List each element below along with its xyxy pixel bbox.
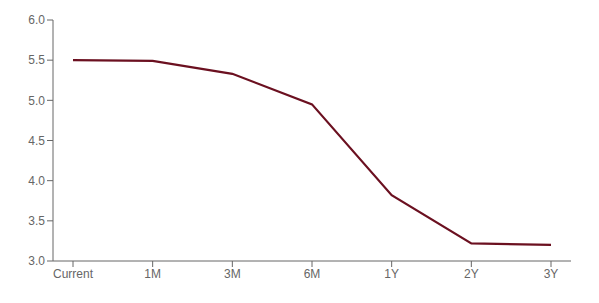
svg-text:1Y: 1Y <box>384 267 399 281</box>
svg-text:3.5: 3.5 <box>28 214 45 228</box>
svg-text:5.5: 5.5 <box>28 53 45 67</box>
svg-text:Current: Current <box>53 267 94 281</box>
svg-text:3.0: 3.0 <box>28 254 45 268</box>
svg-text:6.0: 6.0 <box>28 13 45 27</box>
svg-text:4.0: 4.0 <box>28 174 45 188</box>
svg-text:1M: 1M <box>144 267 161 281</box>
svg-text:2Y: 2Y <box>464 267 479 281</box>
svg-text:3M: 3M <box>224 267 241 281</box>
svg-text:6M: 6M <box>304 267 321 281</box>
svg-text:4.5: 4.5 <box>28 134 45 148</box>
svg-text:5.0: 5.0 <box>28 94 45 108</box>
svg-text:3Y: 3Y <box>544 267 559 281</box>
